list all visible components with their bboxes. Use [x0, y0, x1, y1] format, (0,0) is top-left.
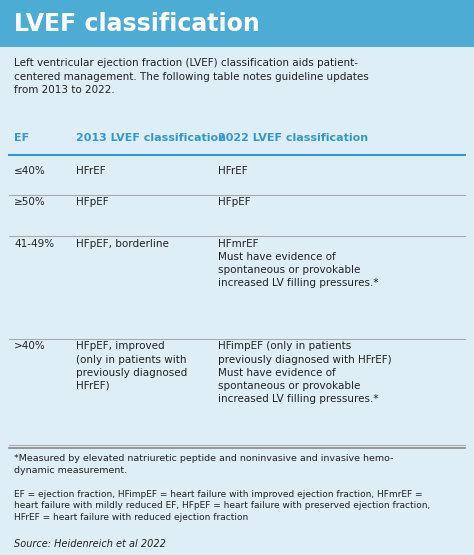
Text: ≤40%: ≤40% — [14, 166, 46, 176]
Text: >40%: >40% — [14, 341, 46, 351]
Text: 2013 LVEF classification: 2013 LVEF classification — [76, 133, 226, 143]
Text: HFpEF: HFpEF — [218, 197, 251, 207]
FancyBboxPatch shape — [0, 0, 474, 47]
Text: 2022 LVEF classification: 2022 LVEF classification — [218, 133, 368, 143]
Text: EF: EF — [14, 133, 29, 143]
Text: HFpEF, borderline: HFpEF, borderline — [76, 239, 169, 249]
Text: LVEF classification: LVEF classification — [14, 12, 260, 36]
Text: HFpEF: HFpEF — [76, 197, 109, 207]
Text: HFpEF, improved
(only in patients with
previously diagnosed
HFrEF): HFpEF, improved (only in patients with p… — [76, 341, 187, 391]
Text: HFimpEF (only in patients
previously diagnosed with HFrEF)
Must have evidence of: HFimpEF (only in patients previously dia… — [218, 341, 392, 404]
Text: Left ventricular ejection fraction (LVEF) classification aids patient-
centered : Left ventricular ejection fraction (LVEF… — [14, 58, 369, 95]
Text: *Measured by elevated natriuretic peptide and noninvasive and invasive hemo-
dyn: *Measured by elevated natriuretic peptid… — [14, 454, 393, 475]
Text: HFmrEF
Must have evidence of
spontaneous or provokable
increased LV filling pres: HFmrEF Must have evidence of spontaneous… — [218, 239, 379, 288]
Text: EF = ejection fraction, HFimpEF = heart failure with improved ejection fraction,: EF = ejection fraction, HFimpEF = heart … — [14, 490, 430, 522]
Text: HFrEF: HFrEF — [76, 166, 105, 176]
Text: ≥50%: ≥50% — [14, 197, 46, 207]
Text: 41-49%: 41-49% — [14, 239, 55, 249]
Text: Source: Heidenreich et al 2022: Source: Heidenreich et al 2022 — [14, 539, 166, 549]
Text: HFrEF: HFrEF — [218, 166, 247, 176]
